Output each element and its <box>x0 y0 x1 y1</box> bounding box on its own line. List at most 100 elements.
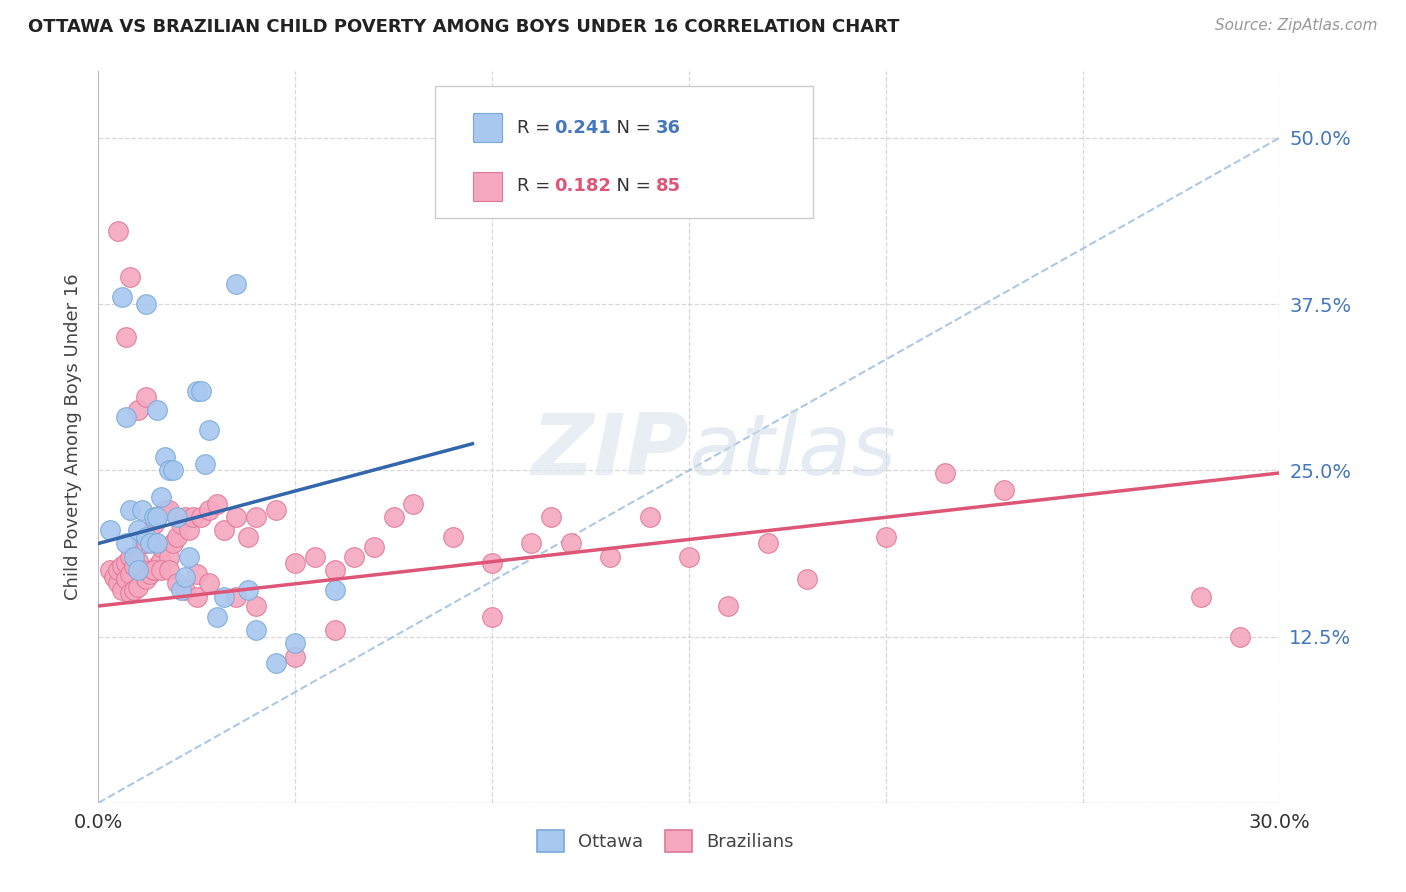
Point <box>115 573 138 587</box>
Point <box>162 536 184 550</box>
Point <box>214 590 236 604</box>
Point <box>103 570 125 584</box>
Point <box>166 576 188 591</box>
Point <box>245 599 267 613</box>
Point <box>225 590 247 604</box>
Point <box>142 563 165 577</box>
Point <box>150 563 173 577</box>
Point <box>142 516 165 531</box>
Point <box>481 557 503 571</box>
Point <box>1189 590 1212 604</box>
Point <box>245 623 267 637</box>
Point <box>245 509 267 524</box>
Point <box>127 580 149 594</box>
Point <box>166 509 188 524</box>
Point <box>323 563 346 577</box>
Text: ZIP: ZIP <box>531 410 689 493</box>
Point <box>157 563 180 577</box>
Point <box>304 549 326 564</box>
Y-axis label: Child Poverty Among Boys Under 16: Child Poverty Among Boys Under 16 <box>63 274 82 600</box>
Point <box>678 549 700 564</box>
Point <box>131 536 153 550</box>
Text: R =: R = <box>516 119 555 136</box>
Point <box>170 582 193 597</box>
Point <box>382 509 405 524</box>
Point <box>98 563 121 577</box>
Point <box>177 549 200 564</box>
Text: Source: ZipAtlas.com: Source: ZipAtlas.com <box>1215 18 1378 33</box>
Point <box>115 557 138 571</box>
Point <box>107 576 129 591</box>
Point <box>343 549 366 564</box>
Point <box>170 516 193 531</box>
Point <box>363 541 385 555</box>
Point <box>115 330 138 344</box>
Text: OTTAWA VS BRAZILIAN CHILD POVERTY AMONG BOYS UNDER 16 CORRELATION CHART: OTTAWA VS BRAZILIAN CHILD POVERTY AMONG … <box>28 18 900 36</box>
Point <box>122 582 145 597</box>
Point <box>107 224 129 238</box>
Point <box>98 523 121 537</box>
Point <box>127 403 149 417</box>
Point <box>197 503 219 517</box>
Point <box>146 536 169 550</box>
Point <box>225 509 247 524</box>
Text: R =: R = <box>516 178 555 195</box>
Point <box>107 563 129 577</box>
Point <box>118 567 141 582</box>
Text: 85: 85 <box>655 178 681 195</box>
Point <box>115 410 138 425</box>
Point <box>131 563 153 577</box>
FancyBboxPatch shape <box>472 171 502 201</box>
Point <box>284 636 307 650</box>
Point <box>993 483 1015 498</box>
Point <box>135 573 157 587</box>
Point <box>135 297 157 311</box>
Point <box>236 582 259 597</box>
Text: N =: N = <box>605 119 657 136</box>
Point <box>186 384 208 398</box>
Point <box>638 509 661 524</box>
Point <box>197 576 219 591</box>
Point <box>197 424 219 438</box>
Point <box>205 497 228 511</box>
Text: N =: N = <box>605 178 657 195</box>
Point <box>150 490 173 504</box>
Point <box>146 509 169 524</box>
Point <box>264 656 287 670</box>
Text: 36: 36 <box>655 119 681 136</box>
Point <box>122 549 145 564</box>
Point <box>520 536 543 550</box>
Point <box>717 599 740 613</box>
Point <box>225 277 247 292</box>
Point <box>150 554 173 568</box>
Point <box>264 503 287 517</box>
Point <box>214 523 236 537</box>
Point <box>481 609 503 624</box>
Point <box>138 536 160 550</box>
Point <box>157 463 180 477</box>
Point <box>194 457 217 471</box>
Point <box>402 497 425 511</box>
Point <box>284 649 307 664</box>
Point <box>155 450 177 464</box>
Point <box>756 536 779 550</box>
Point <box>150 541 173 555</box>
Point <box>796 573 818 587</box>
Text: atlas: atlas <box>689 410 897 493</box>
Point <box>174 509 197 524</box>
Point <box>186 567 208 582</box>
Point <box>135 536 157 550</box>
Point <box>190 384 212 398</box>
Point <box>1229 630 1251 644</box>
Point <box>142 509 165 524</box>
Point <box>142 563 165 577</box>
Point <box>236 530 259 544</box>
Point <box>146 559 169 574</box>
Point <box>131 503 153 517</box>
Point <box>174 582 197 597</box>
Point <box>115 536 138 550</box>
Point <box>190 509 212 524</box>
Point <box>146 403 169 417</box>
Point <box>146 509 169 524</box>
Legend: Ottawa, Brazilians: Ottawa, Brazilians <box>530 823 801 860</box>
